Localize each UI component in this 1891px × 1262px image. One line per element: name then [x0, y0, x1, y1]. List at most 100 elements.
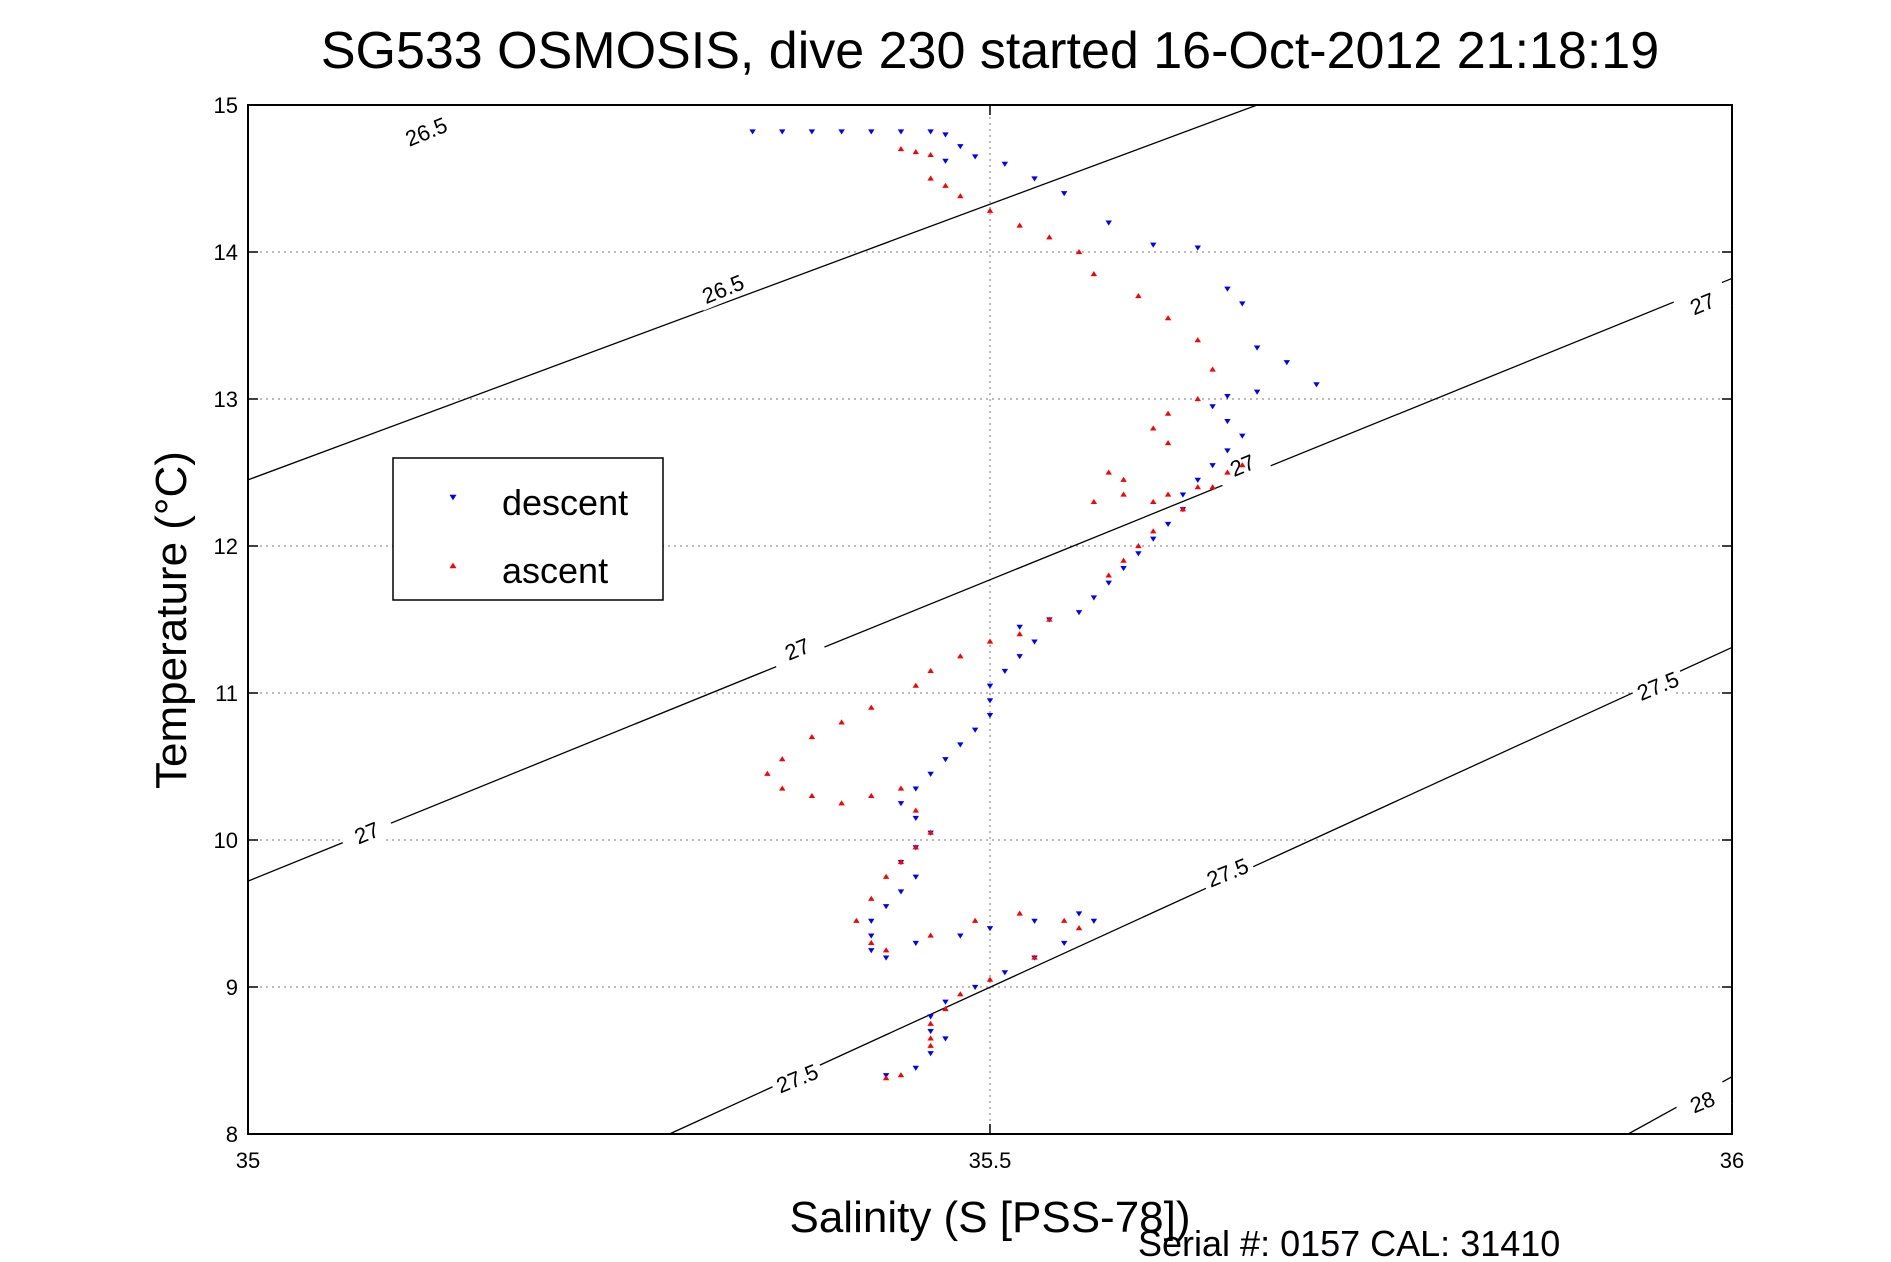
- descent-point: [927, 129, 934, 135]
- ascent-point: [853, 917, 860, 923]
- ascent-point: [927, 1020, 934, 1026]
- ascent-point: [897, 146, 905, 152]
- descent-point: [897, 801, 905, 807]
- y-tick-label: 15: [214, 93, 238, 118]
- ascent-point: [882, 947, 890, 953]
- ascent-point: [897, 1072, 905, 1078]
- ascent-point: [927, 829, 934, 835]
- ascent-point: [779, 785, 786, 791]
- legend: descent ascent: [392, 457, 664, 601]
- ascent-point: [1105, 469, 1112, 475]
- ascent-point: [1046, 616, 1053, 622]
- descent-point: [1224, 418, 1231, 425]
- ascent-point: [897, 859, 905, 865]
- descent-point: [1001, 668, 1009, 674]
- descent-point: [927, 1029, 934, 1035]
- descent-point: [779, 129, 786, 135]
- descent-point: [882, 955, 890, 961]
- ascent-point: [912, 844, 919, 850]
- contour-label-background: [693, 265, 752, 311]
- ascent-point: [1120, 491, 1127, 497]
- ascent-point: [838, 800, 845, 806]
- ascent-point: [927, 932, 934, 938]
- descent-point: [749, 129, 756, 135]
- plot-area: [247, 104, 1733, 1135]
- ascent-point: [897, 785, 905, 791]
- descent-point: [957, 933, 964, 939]
- descent-point: [838, 129, 845, 135]
- descent-point: [1239, 301, 1246, 307]
- descent-point: [1194, 477, 1201, 483]
- ascent-point: [1105, 572, 1112, 578]
- descent-point: [971, 984, 979, 991]
- descent-point: [1075, 610, 1083, 616]
- descent-point: [986, 698, 994, 704]
- ascent-point: [838, 719, 845, 725]
- ascent-point: [1179, 506, 1187, 512]
- density-contour-27.5: [669, 646, 1733, 1135]
- ascent-point: [868, 792, 875, 798]
- ascent-point: [912, 682, 919, 688]
- descent-point: [942, 158, 949, 164]
- ascent-point: [1209, 366, 1216, 372]
- descent-point: [986, 683, 994, 689]
- ascent-point: [1239, 462, 1246, 468]
- ascent-point: [927, 151, 934, 158]
- ascent-point: [1194, 395, 1201, 402]
- descent-point: [912, 940, 919, 946]
- descent-point: [1283, 360, 1290, 366]
- ascent-point: [986, 207, 994, 213]
- descent-point: [986, 712, 994, 719]
- legend-marker-descent: [449, 494, 457, 501]
- descent-point: [1164, 521, 1172, 527]
- descent-point: [912, 874, 919, 880]
- ascent-point: [986, 976, 994, 982]
- descent-point: [986, 926, 994, 932]
- descent-point: [1194, 245, 1201, 251]
- descent-point: [868, 948, 875, 954]
- y-tick-label: 11: [215, 681, 238, 706]
- descent-point: [1001, 161, 1009, 167]
- descent-point: [1001, 970, 1009, 976]
- descent-point: [1253, 389, 1261, 395]
- descent-point: [1105, 220, 1112, 226]
- descent-point: [942, 757, 949, 763]
- descent-point: [1016, 624, 1023, 630]
- descent-point: [927, 1051, 934, 1057]
- descent-point: [912, 1065, 919, 1071]
- ascent-point: [927, 1035, 934, 1041]
- ascent-point: [1016, 222, 1023, 228]
- descent-point: [1224, 286, 1231, 292]
- data-series: [749, 129, 1320, 1081]
- descent-point: [942, 999, 949, 1005]
- series-descent: [749, 129, 1320, 1079]
- descent-point: [971, 727, 979, 733]
- descent-point: [1061, 940, 1068, 946]
- ascent-point: [927, 667, 934, 674]
- descent-point: [808, 129, 816, 135]
- y-tick-label: 9: [226, 975, 238, 1000]
- y-axis-ticks: 8 9 10 11 12 13 14 15: [214, 93, 1732, 1147]
- ascent-point: [957, 193, 964, 199]
- ascent-point: [1135, 542, 1142, 549]
- ascent-point: [912, 807, 919, 813]
- ascent-point: [942, 1006, 949, 1012]
- x-tick-label: 36: [1720, 1148, 1744, 1173]
- ascent-point: [1150, 425, 1157, 431]
- legend-box: [392, 457, 664, 601]
- ascent-point: [912, 149, 919, 155]
- descent-point: [1253, 345, 1261, 351]
- descent-point: [971, 154, 979, 160]
- descent-point: [897, 889, 905, 895]
- descent-point: [1150, 242, 1157, 248]
- density-contours: [247, 104, 1733, 1135]
- ascent-point: [1016, 910, 1023, 916]
- descent-point: [1209, 463, 1216, 469]
- ascent-point: [927, 175, 934, 181]
- ascent-point: [882, 1075, 890, 1081]
- contour-label-background: [1628, 661, 1687, 708]
- ascent-point: [868, 939, 875, 945]
- ascent-point: [808, 734, 816, 740]
- ascent-point: [927, 1042, 934, 1048]
